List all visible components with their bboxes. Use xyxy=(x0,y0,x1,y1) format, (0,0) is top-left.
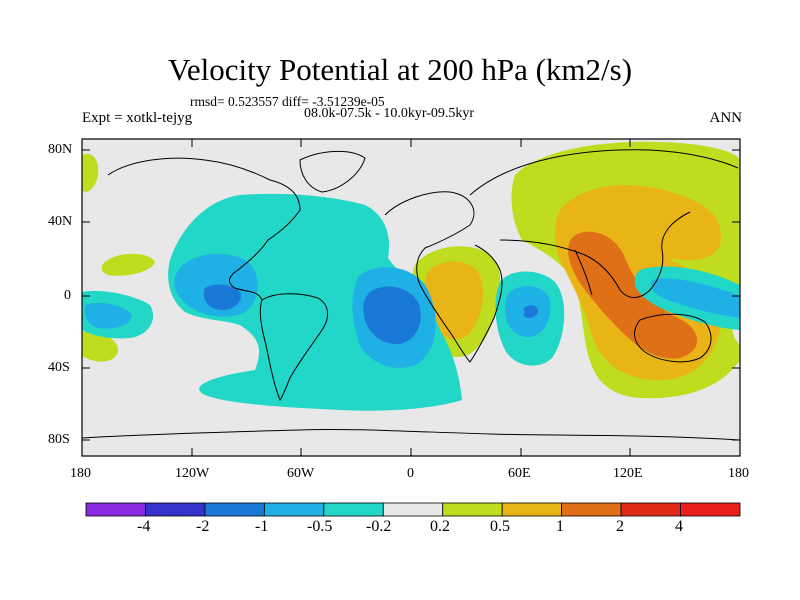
experiment-label: Expt = xotkl-tejyg xyxy=(82,110,193,126)
colorbar-label: -0.5 xyxy=(307,518,333,535)
stats-line: rmsd= 0.523557 diff= -3.51239e-05 xyxy=(190,94,385,109)
y-tick-label: 40N xyxy=(48,214,73,229)
colorbar-label: 4 xyxy=(675,518,683,535)
colorbar-label: 1 xyxy=(556,518,564,535)
colorbar-label: -2 xyxy=(196,518,210,535)
x-tick-label: 60E xyxy=(508,466,531,481)
y-tick-label: 40S xyxy=(48,360,70,375)
x-axis-ticks xyxy=(81,139,741,456)
colorbar-label: -1 xyxy=(255,518,269,535)
contour-negative-maritime-mid xyxy=(650,278,740,318)
x-tick-label: 120E xyxy=(613,466,643,481)
contour-positive-africa-core xyxy=(425,261,483,340)
colorbar-swatch xyxy=(145,502,206,517)
colorbar-swatch xyxy=(442,502,503,517)
colorbar-swatch xyxy=(501,502,563,517)
contour-positive-westpac-s xyxy=(82,331,119,362)
contour-negative-wpac-mid xyxy=(84,303,132,329)
colorbar-swatch xyxy=(382,502,444,517)
map-title: Velocity Potential at 200 hPa (km2/s) xyxy=(167,52,633,87)
x-tick-label: 60W xyxy=(287,466,315,481)
colorbar-label: 0.2 xyxy=(430,518,450,535)
x-tick-label: 180 xyxy=(70,466,91,481)
period-label: 08.0k-07.5k - 10.0kyr-09.5kyr xyxy=(304,106,475,121)
contour-negative-indian-core xyxy=(524,305,538,319)
coastlines xyxy=(82,149,740,441)
colorbar-swatch xyxy=(620,502,681,517)
colorbar-label: -0.2 xyxy=(366,518,392,535)
colorbar-label: -4 xyxy=(137,518,151,535)
colorbar xyxy=(85,502,741,517)
colorbar-swatch xyxy=(680,502,741,517)
y-tick-label: 80N xyxy=(48,142,73,157)
contour-positive-asia-core xyxy=(568,231,698,359)
x-tick-label: 120W xyxy=(175,466,210,481)
colorbar-swatch xyxy=(204,502,265,517)
colorbar-swatch xyxy=(85,502,146,517)
contour-positive-westpac-mid xyxy=(101,253,155,276)
y-axis-ticks xyxy=(82,149,740,441)
colorbar-swatch xyxy=(263,502,325,517)
colorbar-label: 2 xyxy=(616,518,624,535)
contour-negative-epac-core xyxy=(203,284,241,310)
colorbar-swatch xyxy=(561,502,622,517)
season-label: ANN xyxy=(709,110,743,126)
contour-negative-atlantic-core xyxy=(363,286,421,345)
x-tick-label: 180 xyxy=(728,466,749,481)
colorbar-label: 0.5 xyxy=(490,518,510,535)
colorbar-swatch xyxy=(323,502,384,517)
y-tick-label: 80S xyxy=(48,432,70,447)
y-tick-label: 0 xyxy=(64,288,71,303)
x-tick-label: 0 xyxy=(407,466,414,481)
contour-positive-westpac-n xyxy=(82,153,99,192)
